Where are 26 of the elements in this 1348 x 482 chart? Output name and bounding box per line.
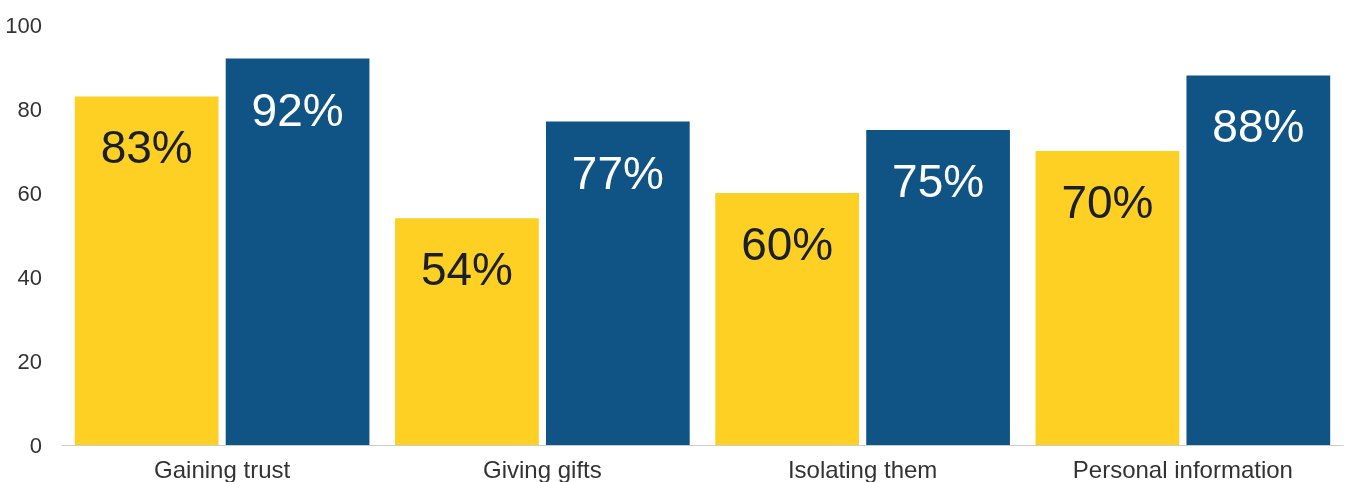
data-label: 60%: [741, 218, 834, 270]
bar: [866, 130, 1010, 445]
bar: [1035, 151, 1180, 445]
bar: [1186, 75, 1331, 445]
data-label: 92%: [251, 83, 344, 136]
data-label: 54%: [420, 243, 513, 296]
data-label: 77%: [571, 146, 664, 199]
bar: [74, 96, 219, 445]
x-tick-label: Personal information: [1072, 455, 1293, 482]
y-tick-label: 40: [17, 264, 42, 290]
data-label: 83%: [100, 121, 193, 174]
data-label: 70%: [1061, 176, 1154, 228]
data-label: 75%: [892, 155, 985, 207]
y-tick-label: 60: [17, 180, 42, 206]
x-tick-label: Giving gifts: [483, 455, 602, 482]
y-tick-label: 80: [17, 96, 42, 122]
y-tick-label: 0: [29, 432, 42, 458]
bar: [225, 58, 370, 445]
bar: [395, 218, 539, 445]
x-tick-label: Isolating them: [787, 455, 938, 482]
x-tick-label: Gaining trust: [154, 455, 291, 482]
y-tick-label: 20: [17, 348, 42, 374]
bar: [545, 121, 690, 445]
data-label: 88%: [1212, 100, 1305, 153]
y-tick-label: 100: [5, 12, 42, 38]
bar: [715, 193, 860, 445]
